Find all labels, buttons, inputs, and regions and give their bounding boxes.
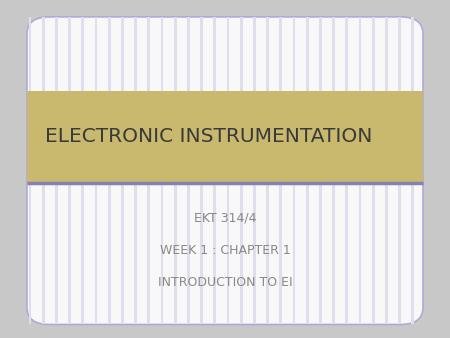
Bar [68,17,71,324]
Bar [306,17,309,324]
Bar [213,17,216,324]
Bar [227,17,230,324]
Bar [279,17,282,324]
Text: ELECTRONIC INSTRUMENTATION: ELECTRONIC INSTRUMENTATION [45,127,373,146]
Bar [398,17,401,324]
Bar [372,17,374,324]
Bar [174,17,176,324]
FancyBboxPatch shape [27,17,423,324]
Bar [359,17,361,324]
Bar [332,17,335,324]
Bar [161,17,163,324]
Bar [319,17,322,324]
Bar [266,17,269,324]
Bar [42,17,45,324]
Bar [200,17,203,324]
Bar [29,17,32,324]
Bar [346,17,348,324]
Bar [94,17,97,324]
Bar [81,17,84,324]
Bar [148,17,150,324]
Text: WEEK 1 : CHAPTER 1: WEEK 1 : CHAPTER 1 [160,244,290,257]
Bar [108,17,111,324]
Bar [385,17,388,324]
Bar [27,91,423,183]
Bar [411,17,414,324]
Bar [121,17,124,324]
Bar [187,17,190,324]
Text: EKT 314/4: EKT 314/4 [194,212,256,224]
Bar [55,17,58,324]
Text: INTRODUCTION TO EI: INTRODUCTION TO EI [158,276,292,289]
Bar [134,17,137,324]
Bar [253,17,256,324]
Bar [292,17,295,324]
Bar [240,17,243,324]
